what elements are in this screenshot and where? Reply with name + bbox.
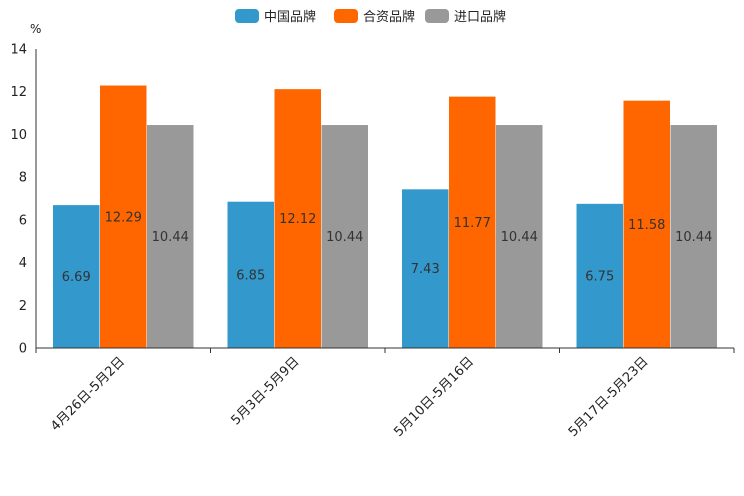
bar[interactable] <box>496 125 543 348</box>
bar[interactable] <box>321 125 369 348</box>
legend-label: 合资品牌 <box>363 9 415 25</box>
bar-data-label: 6.69 <box>62 270 91 285</box>
legend-label: 进口品牌 <box>454 9 506 25</box>
bar[interactable] <box>623 100 671 348</box>
bar-data-label: 11.58 <box>628 218 665 233</box>
legend-item[interactable]: 合资品牌 <box>334 9 415 25</box>
bar[interactable] <box>227 201 275 348</box>
bar[interactable] <box>402 189 449 348</box>
y-tick-label: 0 <box>19 342 27 357</box>
legend-label: 中国品牌 <box>264 9 316 25</box>
x-category-label: 5月17日-5月23日 <box>566 354 652 440</box>
y-tick-label: 8 <box>19 171 27 186</box>
bar[interactable] <box>670 125 718 348</box>
bar[interactable] <box>53 205 100 348</box>
bar-data-label: 10.44 <box>501 230 538 245</box>
bar[interactable] <box>147 125 194 348</box>
bar-data-label: 10.44 <box>675 230 712 245</box>
x-category-label: 5月3日-5月9日 <box>228 354 302 428</box>
legend-item[interactable]: 中国品牌 <box>235 9 316 25</box>
bar[interactable] <box>100 85 147 348</box>
y-axis-unit: % <box>30 22 41 36</box>
bars-group: 6.69 12.29 10.44 6.85 12.12 10.44 7.43 11.77 10.… <box>53 85 718 348</box>
legend-swatch <box>425 9 449 23</box>
x-category-label: 4月26日-5月2日 <box>48 354 128 434</box>
bar-data-label: 6.75 <box>585 269 614 284</box>
bar-data-label: 6.85 <box>236 268 265 283</box>
y-tick-label: 6 <box>19 213 27 228</box>
legend-swatch <box>235 9 259 23</box>
y-tick-label: 12 <box>10 85 27 100</box>
bar-data-label: 10.44 <box>152 230 189 245</box>
legend-swatch <box>334 9 358 23</box>
y-tick-label: 14 <box>10 43 27 58</box>
bar[interactable] <box>274 89 322 348</box>
bar-data-label: 12.29 <box>105 210 142 225</box>
legend-item[interactable]: 进口品牌 <box>425 9 506 25</box>
y-tick-label: 4 <box>19 256 27 271</box>
bar-data-label: 12.12 <box>279 212 316 227</box>
legend: 中国品牌 合资品牌 进口品牌 <box>235 9 506 25</box>
y-tick-label: 2 <box>19 299 27 314</box>
y-axis: 0 2 4 6 8 10 12 14 <box>10 43 37 357</box>
x-axis: 4月26日-5月2日 5月3日-5月9日 5月10日-5月16日 5月17日-5月23… <box>35 347 735 440</box>
y-tick-label: 10 <box>10 128 27 143</box>
x-category-label: 5月10日-5月16日 <box>391 354 477 440</box>
bar-data-label: 11.77 <box>454 216 491 231</box>
bar-data-label: 10.44 <box>326 230 363 245</box>
bar[interactable] <box>449 96 496 348</box>
bar-data-label: 7.43 <box>411 262 440 277</box>
bar[interactable] <box>576 203 624 348</box>
